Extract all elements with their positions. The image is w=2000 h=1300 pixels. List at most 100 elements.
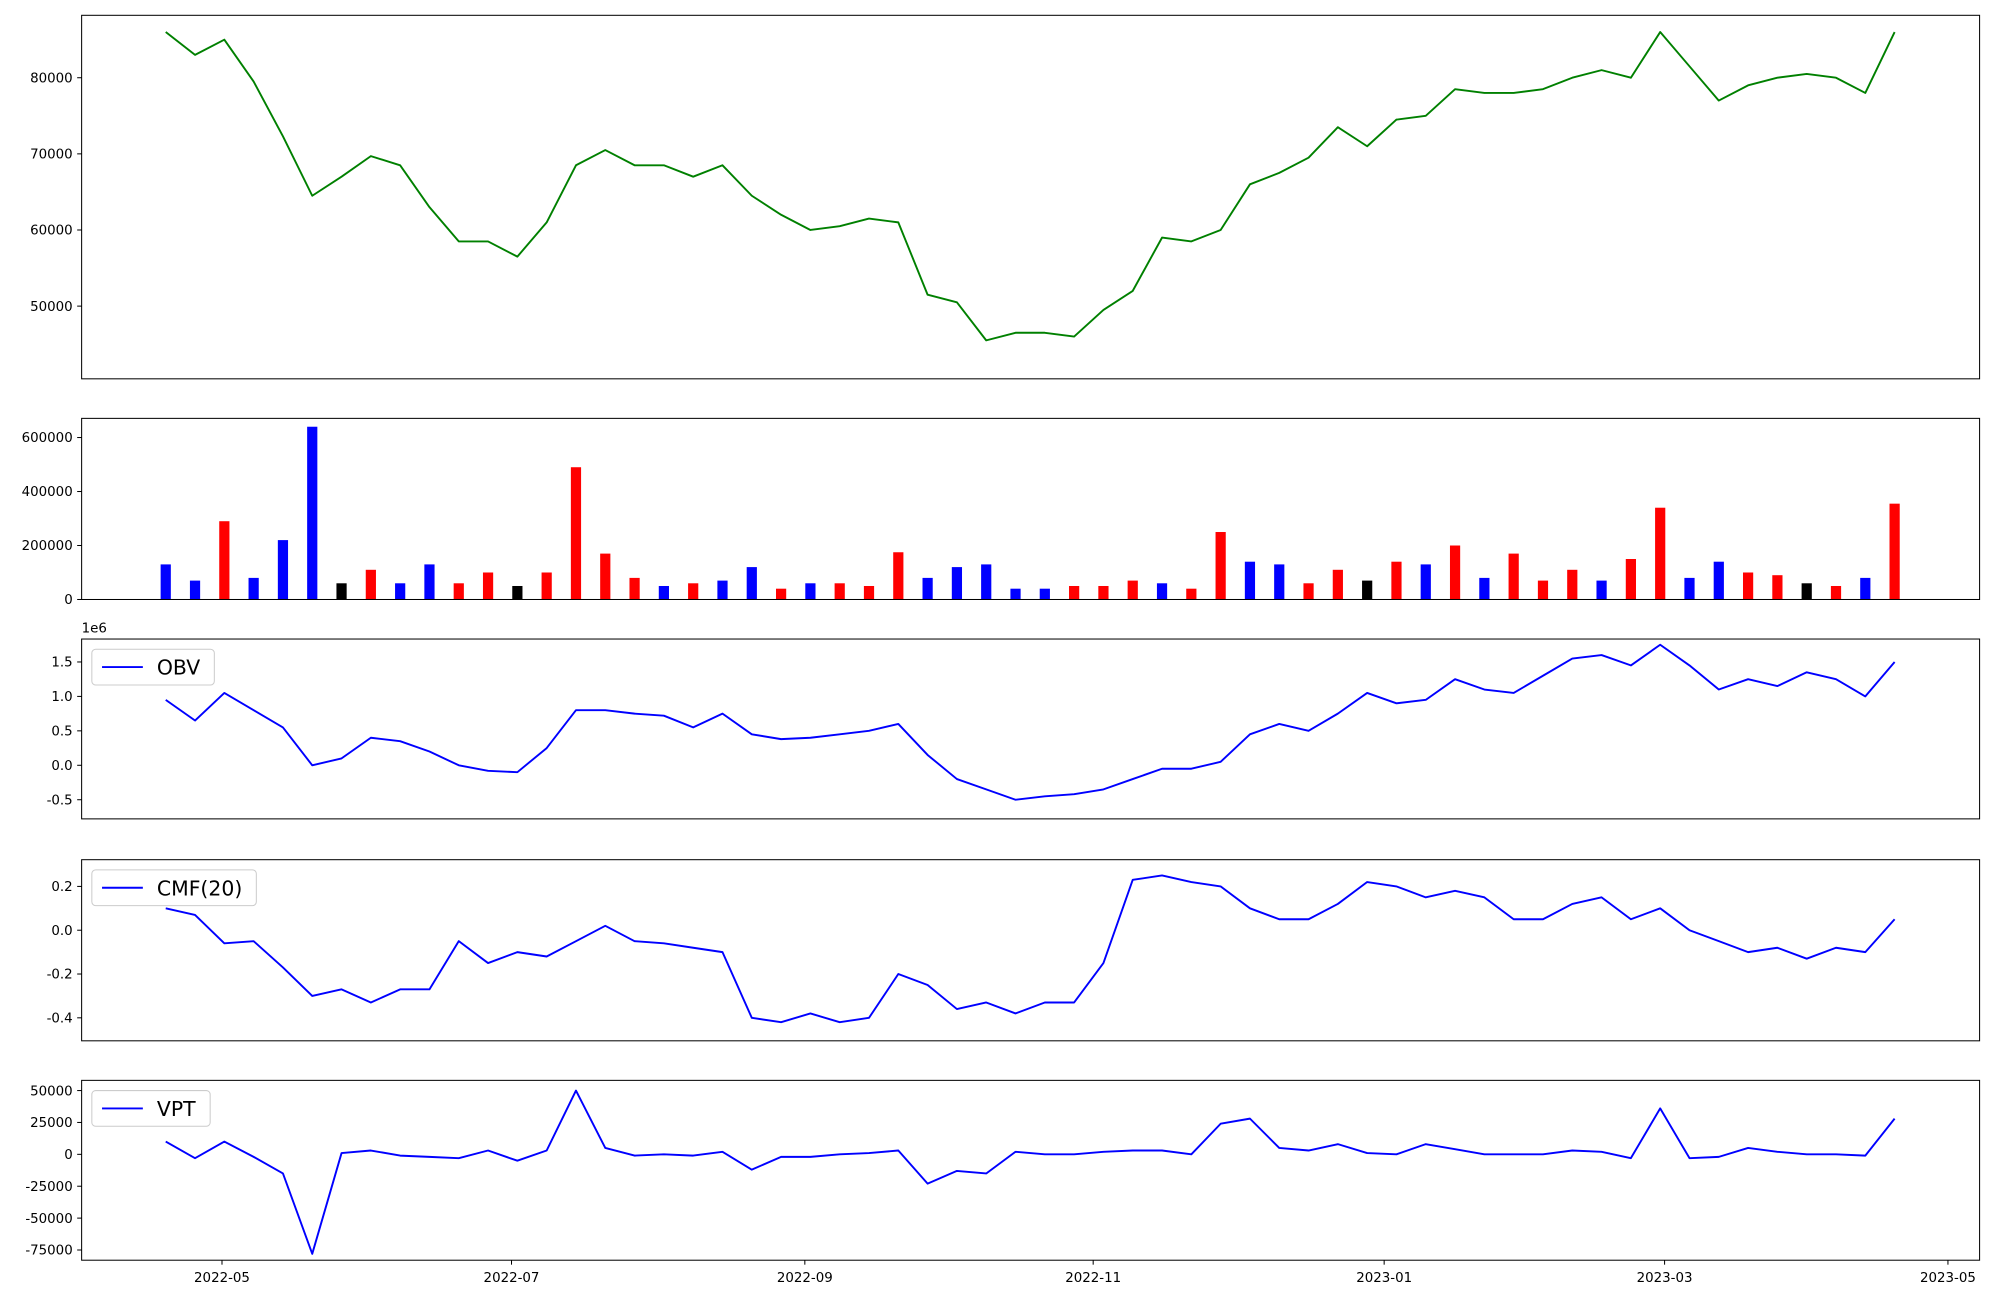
- x-tick-label: 2022-09: [777, 1271, 833, 1286]
- bar: [1039, 588, 1050, 600]
- bar: [893, 552, 904, 600]
- bar: [863, 585, 875, 600]
- y-tick-label: 0.5: [51, 725, 72, 740]
- x-tick-label: 2022-05: [194, 1271, 250, 1286]
- axes-frame: [81, 638, 1981, 820]
- y-tick-label: -25000: [25, 1180, 72, 1195]
- bar: [1010, 588, 1021, 600]
- bar: [805, 583, 816, 600]
- bar: [512, 585, 523, 600]
- bar: [600, 553, 611, 600]
- bar: [1069, 585, 1080, 600]
- axes-frame: [81, 14, 1981, 380]
- bar: [688, 583, 699, 600]
- y-tick-label: -75000: [25, 1244, 72, 1259]
- bar: [1889, 503, 1900, 600]
- bar: [658, 585, 669, 600]
- bar: [1655, 507, 1666, 600]
- bar: [219, 521, 230, 600]
- bar: [424, 564, 435, 600]
- x-tick-label: 2023-03: [1637, 1271, 1693, 1286]
- legend-label: CMF(20): [157, 876, 242, 900]
- bar: [1742, 572, 1754, 600]
- bar: [1830, 585, 1842, 600]
- bar: [482, 572, 494, 600]
- axes-frame: [81, 1079, 1981, 1261]
- axes-frame: [81, 417, 1981, 600]
- bar: [717, 580, 728, 600]
- bar: [453, 583, 464, 600]
- bar: [775, 588, 787, 600]
- y-tick-label: 1.0: [51, 690, 72, 705]
- bar: [1244, 561, 1256, 600]
- y-tick-label: 80000: [30, 71, 73, 86]
- bar: [395, 583, 406, 600]
- x-tick-label: 2023-01: [1356, 1271, 1412, 1286]
- bar: [1215, 532, 1226, 600]
- legend-box: [91, 648, 215, 686]
- y-tick-label: 0.0: [51, 924, 72, 939]
- y-tick-label: 50000: [30, 300, 73, 315]
- bar: [834, 583, 845, 600]
- y-tick-label: 0.0: [51, 759, 72, 774]
- bar: [189, 580, 201, 600]
- data-line: [165, 1089, 1896, 1255]
- bar: [1420, 564, 1431, 600]
- bar: [1537, 580, 1549, 600]
- y-tick-label: 70000: [30, 148, 73, 163]
- y-tick-label: 25000: [30, 1116, 73, 1131]
- bar: [365, 569, 376, 600]
- bar: [746, 567, 757, 600]
- data-line: [165, 643, 1896, 801]
- y-tick-label: 1.5: [51, 656, 72, 671]
- bar: [307, 426, 318, 600]
- y-tick-label: -50000: [25, 1212, 72, 1227]
- y-tick-label: 0: [64, 1148, 73, 1163]
- y-tick-label: -0.4: [47, 1012, 73, 1027]
- bar: [1772, 575, 1783, 600]
- bar: [1156, 583, 1168, 600]
- y-tick-label: 60000: [30, 224, 73, 239]
- bar: [1449, 545, 1461, 600]
- bar: [922, 577, 933, 600]
- bar: [629, 577, 640, 600]
- bar: [981, 564, 992, 600]
- bar: [1713, 561, 1724, 600]
- bar: [1274, 564, 1285, 600]
- bar: [1625, 559, 1636, 600]
- bar: [1332, 569, 1343, 600]
- bar: [1801, 583, 1812, 600]
- x-tick-label: 2022-11: [1065, 1271, 1121, 1286]
- legend-box: [91, 1090, 211, 1127]
- axes-frame: [81, 859, 1981, 1042]
- y-tick-label: -0.2: [47, 968, 73, 983]
- legend-label: OBV: [157, 656, 200, 680]
- bar: [1186, 588, 1197, 600]
- bar: [1596, 580, 1607, 600]
- legend-label: VPT: [157, 1097, 196, 1121]
- data-line: [165, 31, 1896, 342]
- y-tick-label: 0: [64, 593, 73, 608]
- bar: [277, 540, 289, 600]
- bar: [570, 467, 582, 600]
- y-tick-label: -0.5: [47, 793, 73, 808]
- bar: [1860, 577, 1871, 600]
- offset-label: 1e6: [82, 622, 107, 637]
- bar: [1508, 553, 1519, 600]
- data-line: [165, 874, 1896, 1024]
- x-tick-label: 2023-05: [1920, 1271, 1976, 1286]
- bar: [1362, 580, 1373, 600]
- bar: [248, 577, 259, 600]
- legend-box: [91, 869, 257, 907]
- y-tick-label: 600000: [22, 431, 73, 446]
- bar: [1098, 585, 1109, 600]
- y-tick-label: 50000: [30, 1084, 73, 1099]
- y-tick-label: 200000: [22, 539, 73, 554]
- bar: [1127, 580, 1138, 600]
- bar: [160, 564, 171, 600]
- bar: [1303, 583, 1314, 600]
- bar: [336, 583, 347, 600]
- bar: [951, 567, 963, 600]
